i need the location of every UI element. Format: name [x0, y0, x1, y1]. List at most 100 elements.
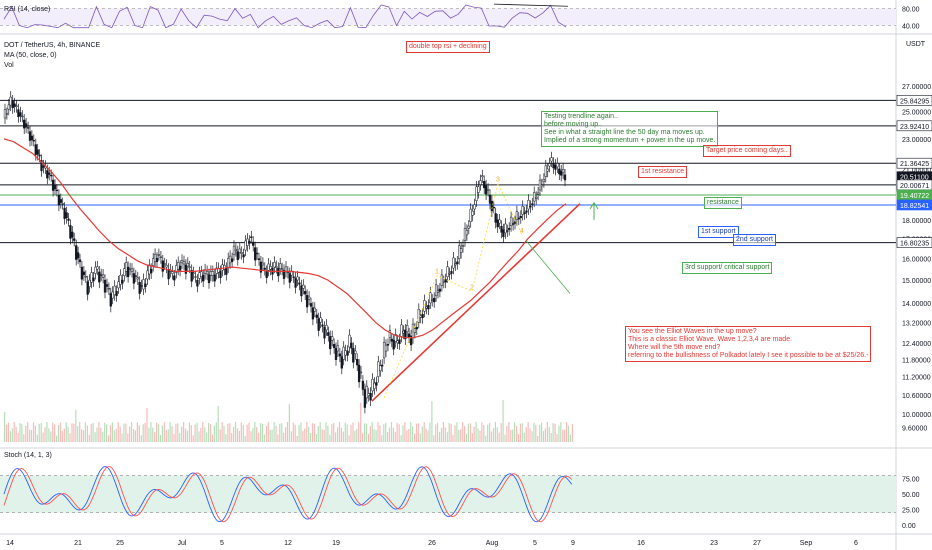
- price-label-text: 16.80235: [900, 241, 929, 248]
- candle-body: [273, 262, 276, 268]
- candle-body: [357, 364, 361, 383]
- volume-bar: [566, 422, 568, 442]
- candle-body: [494, 213, 497, 223]
- time-tick-label: 12: [284, 540, 292, 547]
- time-tick-label: 19: [332, 540, 340, 547]
- candle-body: [252, 241, 255, 246]
- testing-trendline-note[interactable]: Testing trendline again.. before moving …: [541, 111, 719, 147]
- candle-body: [38, 154, 41, 157]
- time-axis[interactable]: 14 21 25 Jul 5 12 19 26 Aug 5 9 16 23 27 Sep 6: [6, 540, 858, 547]
- volume-bar: [408, 429, 410, 442]
- volume-bar: [19, 423, 21, 442]
- volume-bar: [111, 422, 113, 442]
- candle-body: [396, 340, 399, 344]
- wave-label: 2: [470, 284, 474, 291]
- volume-bar: [233, 426, 235, 442]
- volume-bar: [186, 430, 188, 442]
- volume-bar: [125, 423, 127, 442]
- candle-body: [230, 258, 234, 262]
- candle-body: [246, 238, 249, 246]
- volume-bar: [82, 430, 85, 442]
- volume-bar: [529, 428, 531, 442]
- candle-body: [126, 266, 130, 277]
- target-price-note[interactable]: Target price coming days..: [703, 145, 791, 157]
- candle-body: [336, 345, 340, 352]
- third-support-note[interactable]: 3rd support/ critical support: [682, 262, 773, 274]
- volume-bar: [379, 425, 381, 442]
- candle-body: [213, 274, 216, 282]
- candle-body: [348, 334, 351, 348]
- volume-bar: [427, 430, 429, 442]
- volume-bar: [213, 425, 215, 442]
- time-tick-label: 26: [428, 540, 436, 547]
- candle-body: [479, 180, 482, 185]
- candle-body: [269, 266, 272, 270]
- double-top-note[interactable]: double top rsi + declining: [406, 41, 490, 53]
- volume-bar: [298, 424, 300, 442]
- volume-bar: [109, 425, 112, 442]
- candle-body: [119, 274, 122, 285]
- ma50-line: [3, 138, 567, 339]
- first-support-note[interactable]: 1st support: [698, 226, 739, 238]
- volume-bar: [107, 435, 110, 442]
- volume-bar: [29, 429, 31, 442]
- second-support-note[interactable]: 2nd support: [733, 234, 776, 246]
- price-tick-label: 16.00000: [902, 257, 931, 264]
- price-label-box: [896, 237, 932, 248]
- volume-bar: [40, 423, 42, 442]
- volume-bar: [521, 423, 523, 442]
- volume-bar: [50, 431, 52, 442]
- breakdown-projection-line: [525, 240, 571, 294]
- candle-body: [73, 238, 76, 241]
- candle-body: [465, 230, 469, 236]
- candle-body: [250, 236, 253, 238]
- volume-bar: [429, 422, 431, 442]
- trendline[interactable]: [371, 201, 599, 402]
- candle-body: [57, 194, 61, 206]
- elliott-wave-note[interactable]: You see the Elliot Waves in the up move?…: [625, 326, 872, 362]
- candle-body: [542, 178, 546, 182]
- candle-body: [379, 365, 382, 372]
- candle-body: [533, 192, 536, 202]
- candle-body: [442, 281, 445, 283]
- volume-bar: [129, 426, 131, 442]
- volume-bar: [342, 431, 344, 442]
- candle-body: [82, 271, 86, 276]
- volume-bar: [121, 433, 123, 442]
- price-tick-label: 9.60000: [902, 426, 927, 433]
- price-tick-label: 11.80000: [902, 357, 931, 364]
- price-axis[interactable]: 27.0000025.0000023.0000021.0000019.00000…: [896, 6, 932, 530]
- resistance-note[interactable]: resistance: [704, 197, 742, 209]
- candle-body: [321, 324, 324, 327]
- volume-bar: [535, 424, 537, 442]
- volume-bar: [300, 422, 302, 442]
- volume-bar: [71, 423, 73, 442]
- volume-bar: [519, 423, 521, 442]
- volume-bar: [281, 423, 283, 442]
- time-tick-label: 5: [533, 540, 537, 547]
- volume-bar: [202, 422, 204, 442]
- candle-body: [452, 257, 455, 269]
- candle-body: [332, 344, 336, 348]
- candle-body: [342, 346, 345, 360]
- volume-bar: [410, 422, 412, 442]
- candle-body: [309, 303, 313, 307]
- volume-bar: [516, 425, 518, 442]
- first-resistance-note[interactable]: 1st resistance: [638, 166, 688, 178]
- candle-body: [75, 245, 78, 260]
- volume-bar: [327, 425, 329, 442]
- volume-bar: [517, 434, 520, 442]
- volume-bar: [539, 424, 541, 442]
- volume-bar: [442, 422, 444, 442]
- candle-body: [140, 285, 143, 287]
- candle-body: [444, 279, 447, 283]
- horizontal-levels[interactable]: [0, 99, 896, 244]
- volume-bar: [196, 422, 198, 442]
- candle-body: [96, 266, 99, 270]
- candle-body: [377, 361, 380, 377]
- candle-body: [186, 262, 189, 267]
- candle-body: [515, 211, 519, 221]
- volume-bar: [440, 427, 443, 442]
- volume-bar: [369, 426, 371, 442]
